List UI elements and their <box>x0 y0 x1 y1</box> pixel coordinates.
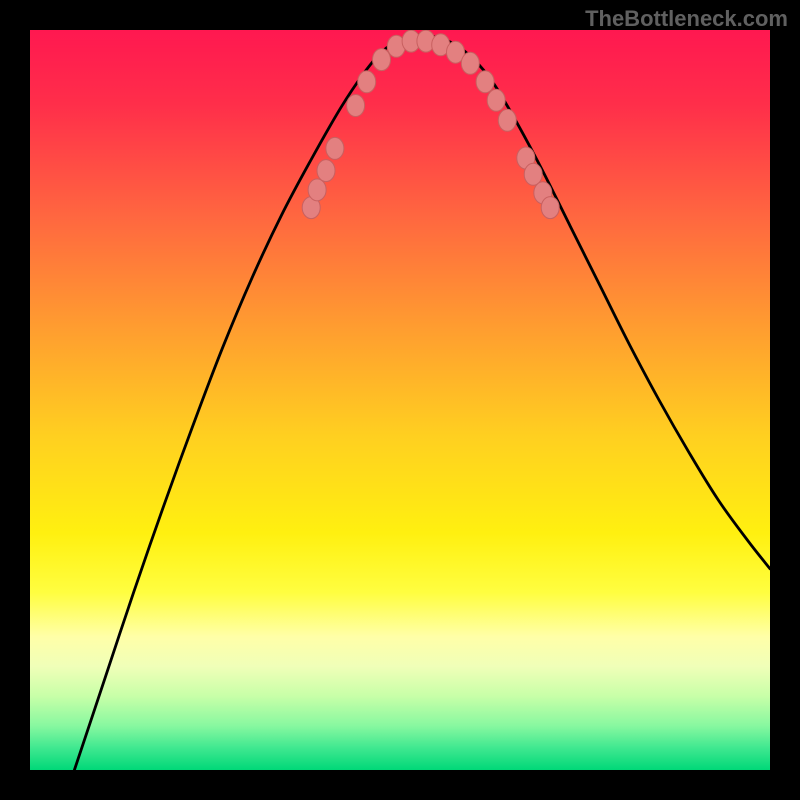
marker-point <box>373 49 391 71</box>
marker-point <box>541 197 559 219</box>
marker-point <box>476 71 494 93</box>
watermark-text: TheBottleneck.com <box>585 6 788 32</box>
marker-point <box>358 71 376 93</box>
marker-point <box>498 109 516 131</box>
marker-point <box>487 89 505 111</box>
chart-container <box>30 30 770 770</box>
marker-point <box>317 160 335 182</box>
marker-point <box>347 94 365 116</box>
marker-point <box>308 179 326 201</box>
bottleneck-chart <box>30 30 770 770</box>
marker-point <box>461 52 479 74</box>
marker-point <box>326 137 344 159</box>
